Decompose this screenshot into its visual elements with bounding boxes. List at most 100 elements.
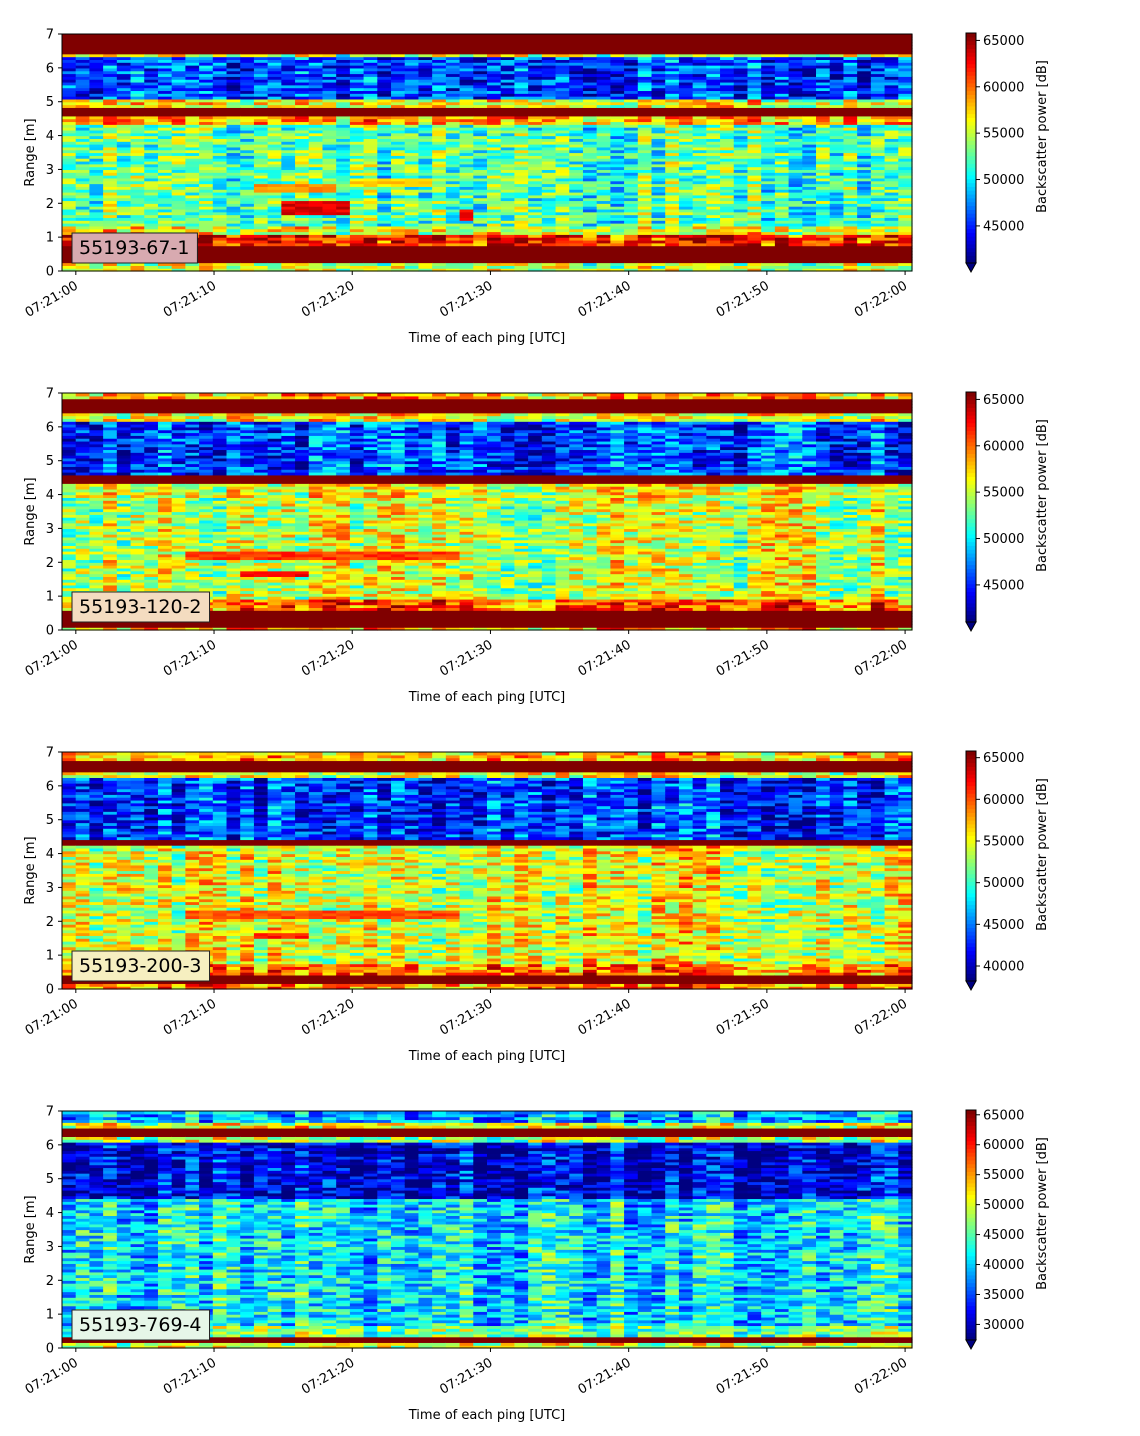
heatmap-cell [349, 115, 365, 120]
heatmap-cell [377, 265, 392, 269]
heatmap-cell [89, 192, 104, 196]
heatmap-cell [240, 203, 255, 207]
heatmap-cell [295, 248, 310, 252]
heatmap-cell [75, 93, 91, 97]
heatmap-cell [267, 254, 282, 258]
heatmap-cell [391, 81, 406, 86]
heatmap-cell [322, 132, 337, 137]
heatmap-cell [212, 90, 228, 94]
heatmap-cell [240, 251, 255, 255]
heatmap-cell [89, 39, 104, 44]
heatmap-cell [295, 234, 310, 238]
heatmap-cell [404, 149, 420, 154]
heatmap-cell [253, 59, 269, 63]
heatmap-cell [281, 141, 296, 145]
heatmap-cell [336, 197, 351, 202]
heatmap-cell [541, 34, 557, 38]
heatmap-cell [322, 141, 337, 145]
heatmap-cell [445, 211, 461, 216]
heatmap-cell [377, 197, 392, 202]
heatmap-cell [336, 124, 351, 128]
heatmap-cell [199, 70, 214, 75]
heatmap-cell [404, 155, 420, 159]
heatmap-cell [281, 127, 296, 131]
heatmap-cell [144, 73, 159, 77]
heatmap-cell [199, 79, 214, 83]
heatmap-cell [199, 107, 214, 111]
heatmap-cell [322, 158, 337, 162]
heatmap-cell [240, 79, 255, 83]
heatmap-cell [240, 96, 255, 100]
heatmap-cell [322, 268, 337, 272]
heatmap-cell [185, 53, 200, 58]
heatmap-cell [103, 158, 118, 162]
heatmap-cell [226, 48, 241, 52]
heatmap-cell [267, 39, 282, 44]
heatmap-cell [404, 262, 420, 266]
heatmap-cell [308, 67, 324, 72]
heatmap-cell [322, 81, 337, 86]
heatmap-cell [432, 107, 447, 111]
heatmap-cell [157, 62, 173, 66]
heatmap-cell [185, 129, 200, 134]
heatmap-cell [391, 50, 406, 55]
heatmap-cell [212, 62, 228, 66]
heatmap-cell [144, 107, 159, 111]
heatmap-cell [432, 138, 447, 142]
heatmap-cell [295, 45, 310, 49]
heatmap-cell [308, 155, 324, 159]
heatmap-cell [391, 155, 406, 159]
heatmap-cell [144, 48, 159, 52]
heatmap-cell [281, 104, 296, 108]
heatmap-cell [75, 189, 91, 193]
heatmap-cell [281, 45, 296, 49]
heatmap-cell [116, 124, 132, 128]
heatmap-cell [349, 208, 365, 213]
heatmap-cell [432, 183, 447, 187]
heatmap-cell [212, 96, 228, 100]
heatmap-cell [336, 135, 351, 139]
heatmap-cell [295, 36, 310, 41]
heatmap-cell [445, 166, 461, 171]
heatmap-cell [226, 192, 241, 196]
heatmap-cell [157, 124, 173, 128]
heatmap-cell [253, 256, 269, 261]
heatmap-cell [391, 234, 406, 238]
heatmap-cell [212, 245, 228, 250]
heatmap-cell [445, 175, 461, 179]
heatmap-cell [267, 197, 282, 202]
heatmap-cell [445, 93, 461, 97]
heatmap-cell [89, 118, 104, 123]
heatmap-cell [432, 194, 447, 199]
heatmap-cell [377, 152, 392, 156]
heatmap-cell [459, 34, 474, 38]
heatmap-cell [75, 121, 91, 125]
heatmap-cell [75, 62, 91, 66]
heatmap-cell [281, 214, 296, 218]
heatmap-cell [253, 248, 269, 252]
heatmap-cell [199, 239, 214, 244]
heatmap-cell [240, 169, 255, 173]
heatmap-cell [308, 124, 324, 128]
heatmap-cell [418, 96, 433, 100]
heatmap-cell [363, 177, 378, 182]
heatmap-cell [363, 135, 378, 139]
heatmap-cell [336, 115, 351, 120]
heatmap-cell [212, 141, 228, 145]
heatmap-cell [157, 206, 173, 210]
heatmap-cell [267, 129, 282, 134]
heatmap-cell [185, 132, 200, 137]
heatmap-cell [391, 268, 406, 272]
heatmap-cell [404, 127, 420, 131]
heatmap-cell [349, 211, 365, 216]
heatmap-cell [377, 129, 392, 134]
heatmap-cell [212, 149, 228, 154]
heatmap-cell [267, 251, 282, 255]
heatmap-cell [199, 228, 214, 233]
heatmap-cell [116, 50, 132, 55]
heatmap-cell [391, 110, 406, 114]
heatmap-cell [171, 152, 186, 156]
heatmap-cell [157, 175, 173, 179]
heatmap-cell [116, 163, 132, 168]
heatmap-cell [363, 169, 378, 173]
